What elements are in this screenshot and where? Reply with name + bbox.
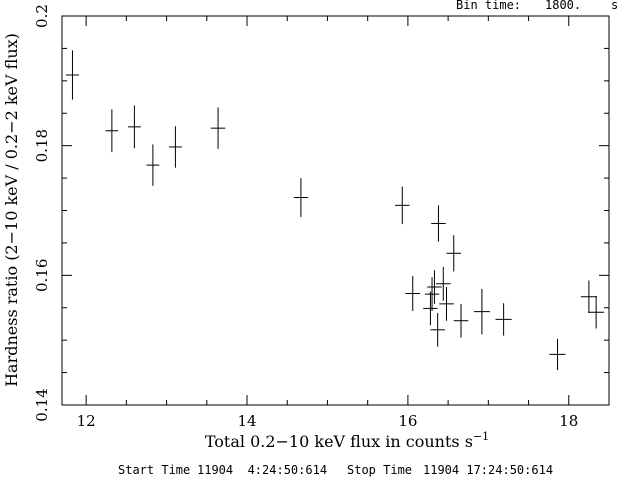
- data-point: [424, 277, 440, 311]
- data-point: [495, 303, 512, 336]
- data-point: [405, 275, 420, 311]
- plot-frame: [61, 15, 610, 406]
- bin-time-unit: s: [611, 0, 618, 12]
- axes-layer: [61, 15, 610, 406]
- data-point: [430, 312, 445, 347]
- bin-time-readout: Bin time: 1800. s: [456, 0, 618, 12]
- data-point: [588, 296, 605, 329]
- y-tick-label: 0.14: [33, 388, 51, 421]
- data-point: [580, 280, 597, 313]
- bin-time-value: 1800.: [545, 0, 581, 12]
- x-tick-label: 12: [77, 412, 96, 430]
- data-point: [168, 126, 182, 168]
- x-tick-label: 18: [559, 412, 578, 430]
- data-points-layer: [66, 50, 605, 370]
- bin-time-label: Bin time:: [456, 0, 521, 12]
- data-point: [439, 287, 454, 321]
- data-point: [146, 144, 160, 186]
- x-tick-label: 16: [398, 412, 417, 430]
- data-point: [66, 50, 79, 100]
- data-point: [105, 109, 119, 153]
- data-point: [549, 338, 566, 370]
- stop-time-value: 11904 17:24:50:614: [423, 463, 553, 477]
- y-axis-label: Hardness ratio (2−10 keV / 0.2−2 keV flu…: [2, 33, 21, 387]
- data-point: [453, 303, 469, 338]
- data-point: [427, 270, 442, 304]
- data-point: [431, 205, 446, 242]
- start-time-label: Start Time: [118, 463, 190, 477]
- time-range-footer: Start Time 11904 4:24:50:614 Stop Time 1…: [118, 463, 553, 477]
- data-point: [436, 266, 451, 301]
- data-point: [473, 288, 490, 335]
- y-tick-label: 0.16: [33, 259, 51, 292]
- data-point: [210, 107, 226, 149]
- data-point: [293, 178, 309, 217]
- x-axis-label: Total 0.2−10 keV flux in counts s−1: [205, 430, 489, 451]
- data-point: [395, 186, 410, 225]
- ticks-layer: 12 14 16 18 0.14 0.16 0.18 0.2: [33, 4, 610, 430]
- y-tick-label: 0.18: [33, 129, 51, 162]
- data-point: [446, 235, 461, 272]
- data-point: [423, 291, 438, 326]
- y-tick-label: 0.2: [33, 4, 51, 28]
- data-point: [127, 105, 141, 149]
- start-time-value: 11904 4:24:50:614: [197, 463, 327, 477]
- x-tick-label: 14: [237, 412, 256, 430]
- stop-time-label: Stop Time: [347, 463, 412, 477]
